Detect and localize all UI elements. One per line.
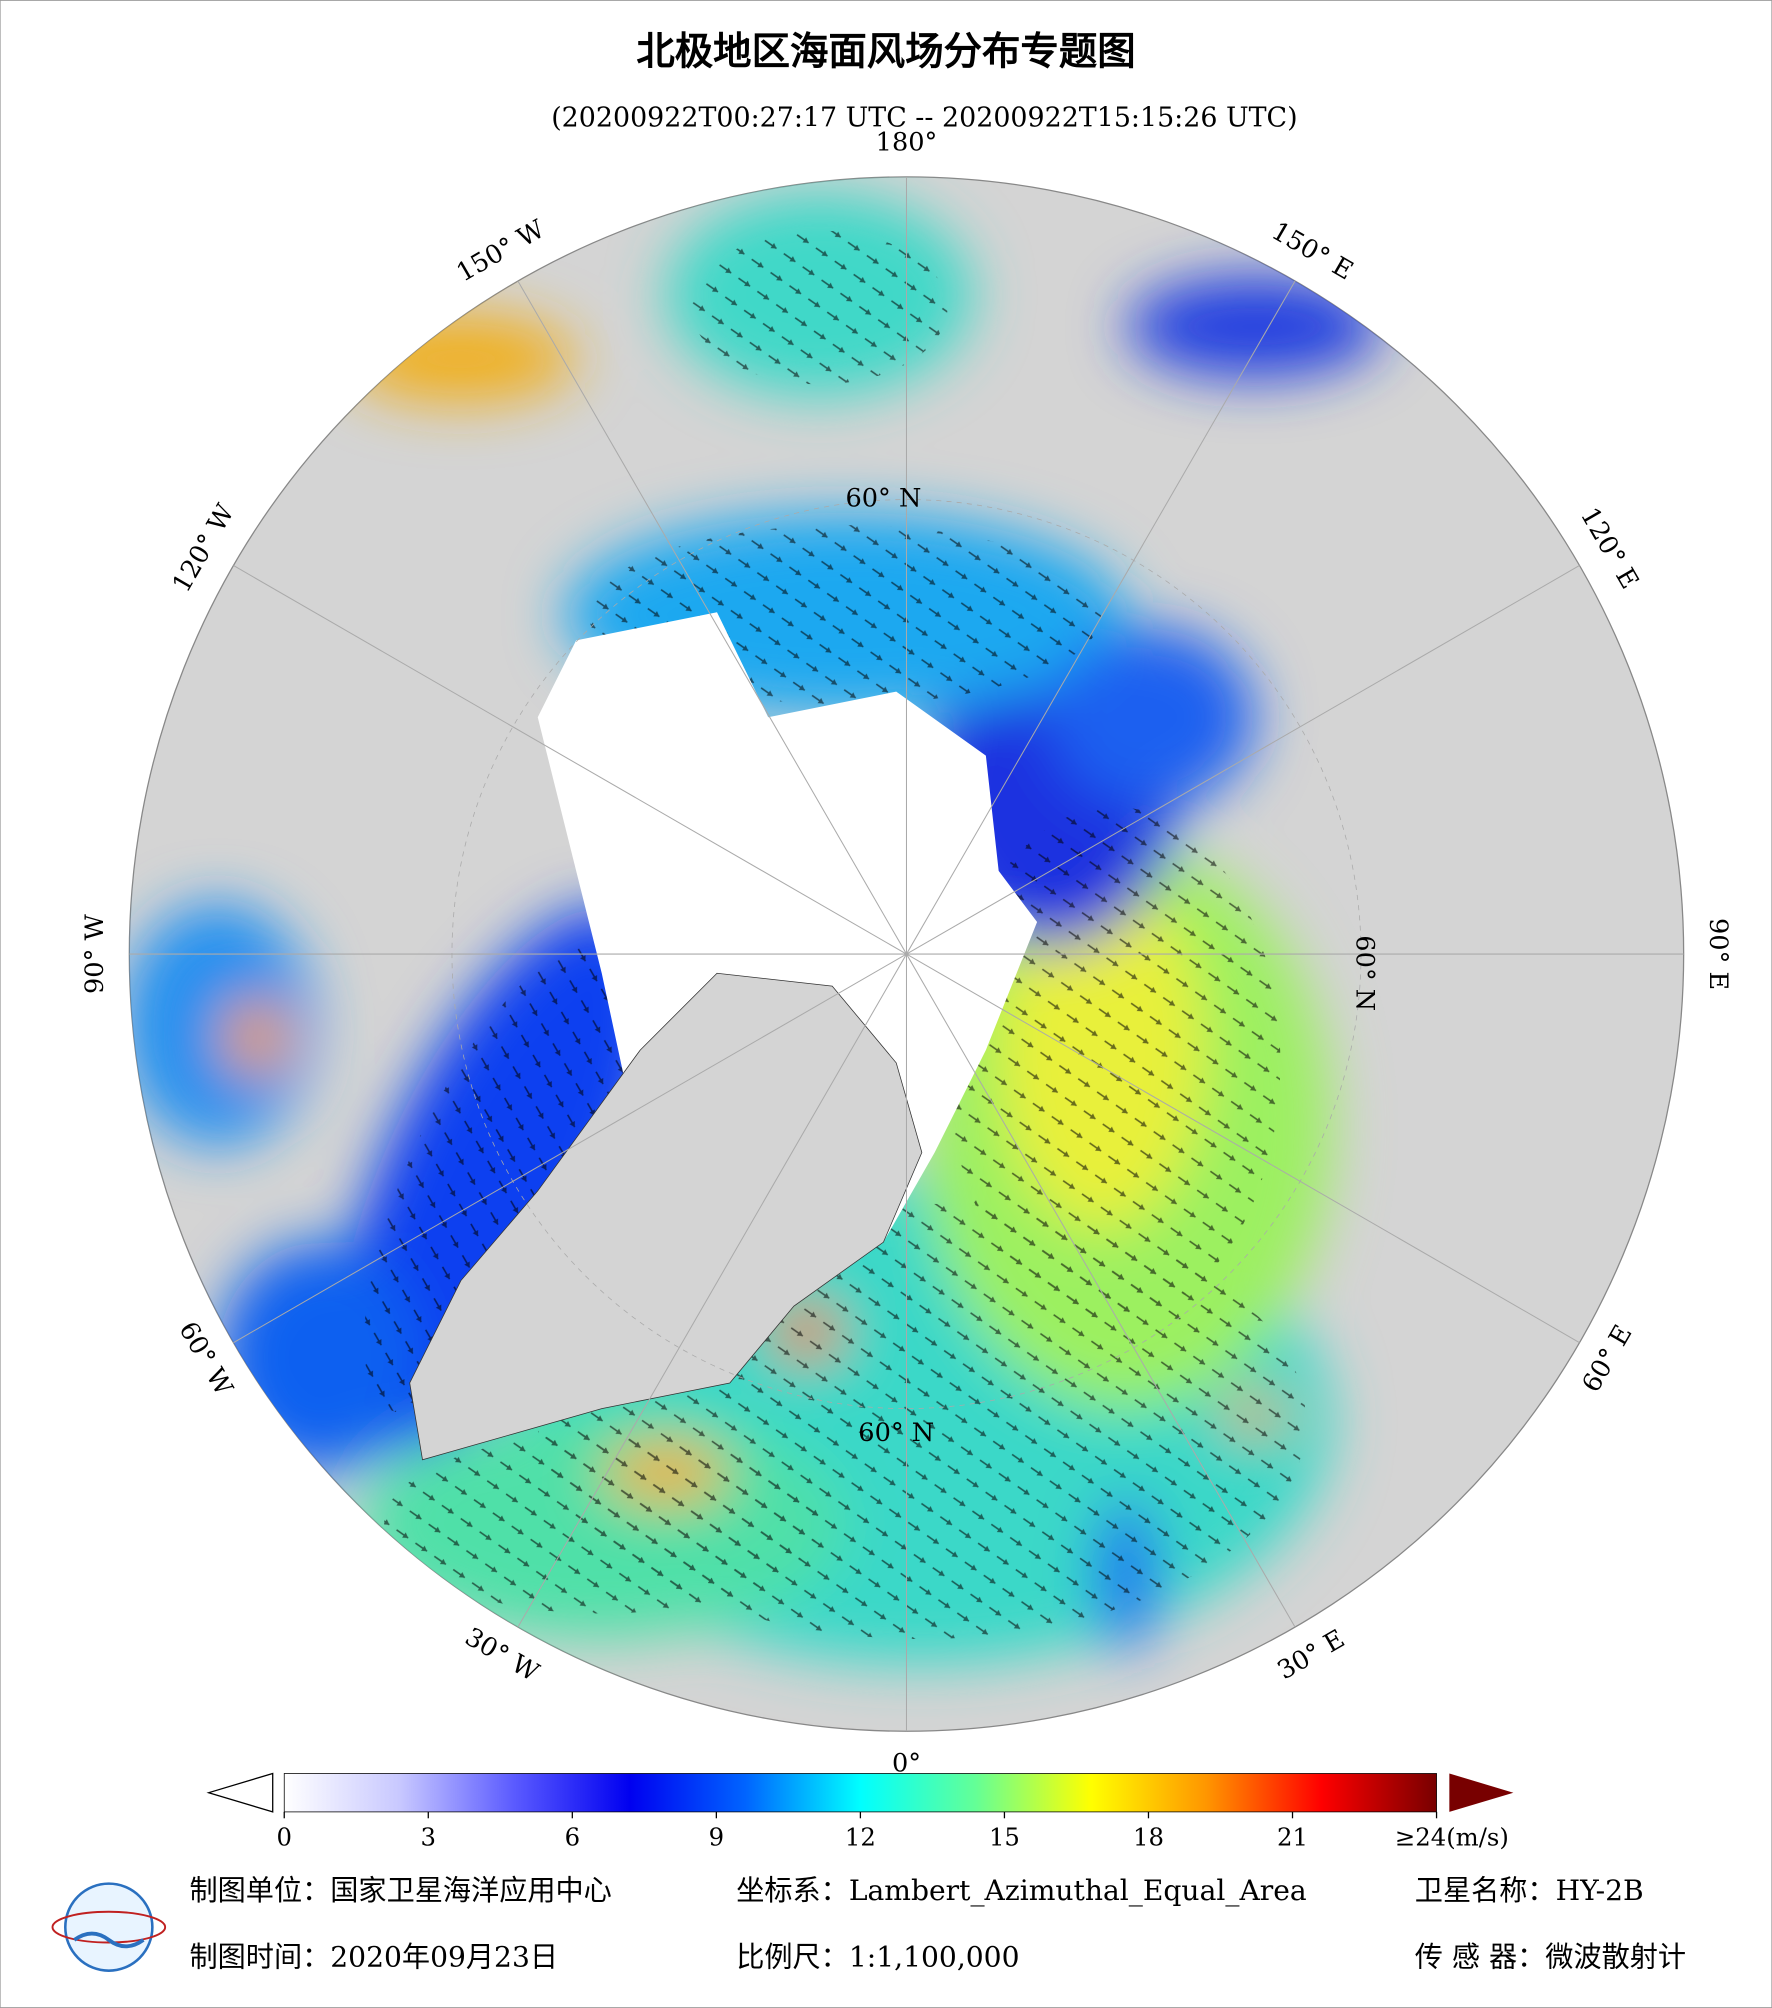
latitude-label: 60° N [1350,935,1380,1011]
footer-info: 卫星名称：HY-2B [1415,1874,1644,1907]
footer-info: 坐标系：Lambert_Azimuthal_Equal_Area [736,1874,1307,1907]
colorbar-tick-label: 6 [565,1822,580,1851]
footer-info: 制图时间：2020年09月23日 [189,1941,558,1974]
longitude-label: 90° W [80,913,110,993]
colorbar-tick-label: 15 [989,1822,1020,1851]
meridian [517,280,907,955]
colorbar-tick-label: 3 [421,1822,436,1851]
greenland [409,972,923,1461]
meridian [906,565,1580,955]
longitude-label: 90° E [1703,918,1733,990]
colorbar-ramp [283,1773,1437,1813]
colorbar: 0 3 6 9 12 15 18 21 ≥24(m/s) [206,1772,1514,1851]
parallel-60n [451,499,1362,1409]
colorbar-tick-label: 21 [1277,1822,1308,1851]
wind-field [129,176,1684,1732]
subtitle: (20200922T00:27:17 UTC -- 20200922T15:15… [551,102,1297,133]
title: 北极地区海面风场分布专题图 [636,29,1135,74]
meridian [233,565,907,955]
meridian [906,953,1580,1344]
latitude-label: 60° N [858,1418,934,1448]
meridian [906,280,1296,955]
colorbar-tick-label: 0 [277,1822,292,1851]
footer-info: 制图单位：国家卫星海洋应用中心 [189,1874,611,1907]
logo [51,1882,167,1972]
colorbar-tick-label: 18 [1133,1822,1164,1851]
meridian [233,953,907,1344]
meridian [517,953,907,1628]
longitude-label: 180° [876,128,938,158]
latitude-label: 60° N [845,484,921,514]
footer-info: 传 感 器：微波散射计 [1415,1941,1686,1974]
footer-info: 比例尺：1:1,100,000 [736,1941,1019,1974]
colorbar-tick-label: ≥24(m/s) [1395,1822,1509,1851]
colorbar-under [206,1772,274,1813]
meridian [906,953,1296,1628]
colorbar-tick-label: 12 [845,1822,876,1851]
colorbar-tick-label: 9 [709,1822,724,1851]
colorbar-over [1449,1773,1514,1812]
